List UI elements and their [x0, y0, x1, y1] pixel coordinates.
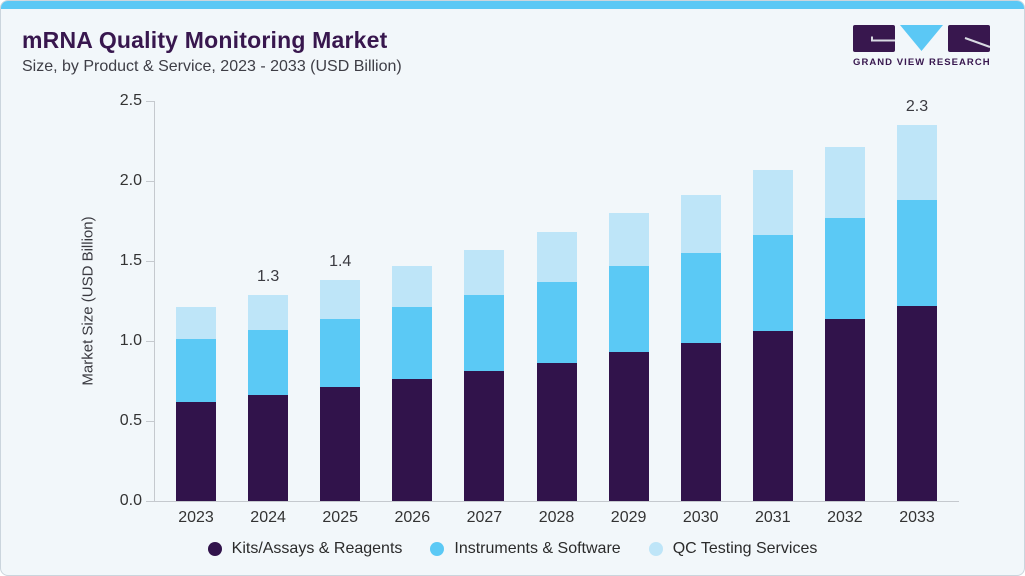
x-tick-label: 2031	[755, 509, 791, 526]
bar-segment-kits-assays-reagents[interactable]	[608, 352, 649, 501]
page-title: mRNA Quality Monitoring Market	[22, 27, 388, 53]
legend-item-qc-testing-services[interactable]: QC Testing Services	[648, 540, 818, 558]
x-tick-label: 2026	[394, 509, 431, 526]
bar-segment-kits-assays-reagents[interactable]	[536, 363, 577, 501]
y-axis-line	[154, 101, 155, 502]
x-tick-label: 2027	[466, 509, 503, 526]
bar-segment-qc-testing-services[interactable]	[392, 265, 433, 308]
bar-segment-instruments-software[interactable]	[680, 253, 721, 343]
bar-2023	[176, 307, 216, 501]
bar-segment-qc-testing-services[interactable]	[752, 169, 793, 236]
legend-swatch-icon	[648, 542, 663, 556]
y-tick-mark	[146, 101, 154, 102]
bar-segment-instruments-software[interactable]	[464, 294, 505, 372]
y-tick-label: 1.0	[119, 332, 142, 349]
bar-segment-kits-assays-reagents[interactable]	[320, 387, 361, 501]
gvr-logo-marks	[853, 25, 990, 52]
bar-2033	[897, 125, 937, 501]
bar-segment-instruments-software[interactable]	[608, 265, 649, 353]
logo-g-mark	[853, 25, 895, 52]
bar-2026	[392, 265, 433, 501]
bar-segment-kits-assays-reagents[interactable]	[176, 401, 216, 501]
legend-item-instruments-software[interactable]: Instruments & Software	[430, 540, 621, 558]
y-tick-mark	[146, 181, 154, 182]
bar-segment-qc-testing-services[interactable]	[536, 232, 577, 282]
bar-2024	[248, 294, 289, 501]
bar-segment-kits-assays-reagents[interactable]	[752, 331, 793, 501]
x-axis-line	[154, 501, 959, 502]
bar-total-label: 1.3	[256, 267, 280, 285]
legend-swatch-icon	[430, 542, 445, 556]
bar-segment-kits-assays-reagents[interactable]	[897, 305, 937, 501]
bar-segment-instruments-software[interactable]	[320, 318, 361, 388]
y-tick-mark	[146, 261, 154, 262]
bar-segment-qc-testing-services[interactable]	[320, 280, 361, 319]
legend-label: Instruments & Software	[454, 540, 621, 557]
bar-segment-instruments-software[interactable]	[824, 217, 865, 319]
bar-segment-qc-testing-services[interactable]	[608, 213, 649, 266]
bar-2029	[608, 213, 649, 501]
bar-2027	[464, 249, 505, 501]
bar-segment-qc-testing-services[interactable]	[464, 249, 505, 295]
page-subtitle: Size, by Product & Service, 2023 - 2033 …	[22, 58, 402, 75]
bar-2030	[680, 195, 721, 501]
x-tick-label: 2029	[610, 509, 647, 526]
y-tick-label: 1.5	[119, 252, 142, 269]
bar-2025	[320, 280, 361, 501]
legend-label: QC Testing Services	[672, 540, 818, 557]
bar-segment-kits-assays-reagents[interactable]	[248, 395, 289, 501]
bar-segment-kits-assays-reagents[interactable]	[824, 318, 865, 501]
gvr-logo: GRAND VIEW RESEARCH	[853, 25, 990, 68]
bar-segment-qc-testing-services[interactable]	[680, 195, 721, 253]
x-tick-label: 2025	[322, 509, 358, 526]
bar-segment-instruments-software[interactable]	[176, 339, 216, 402]
y-tick-label: 0.0	[119, 492, 142, 509]
bar-segment-instruments-software[interactable]	[752, 235, 793, 332]
bar-segment-kits-assays-reagents[interactable]	[464, 371, 505, 501]
bar-segment-qc-testing-services[interactable]	[248, 294, 289, 330]
bar-segment-qc-testing-services[interactable]	[897, 125, 937, 201]
bar-segment-qc-testing-services[interactable]	[176, 307, 216, 340]
bar-segment-qc-testing-services[interactable]	[824, 147, 865, 218]
y-tick-label: 2.5	[119, 92, 142, 109]
legend: Kits/Assays & Reagents Instruments & Soft…	[1, 538, 1024, 560]
bar-segment-instruments-software[interactable]	[392, 307, 433, 380]
bar-2031	[752, 169, 793, 501]
y-tick-label: 0.5	[119, 412, 142, 429]
legend-item-kits-assays-reagents[interactable]: Kits/Assays & Reagents	[207, 540, 403, 558]
x-tick-label: 2033	[899, 509, 935, 526]
logo-v-mark	[900, 25, 943, 51]
logo-wordmark: GRAND VIEW RESEARCH	[853, 57, 991, 68]
legend-swatch-icon	[207, 542, 222, 556]
y-tick-label: 2.0	[119, 172, 142, 189]
bar-segment-instruments-software[interactable]	[536, 281, 577, 364]
y-axis-title: Market Size (USD Billion)	[79, 216, 97, 386]
bar-total-label: 2.3	[905, 98, 929, 115]
bar-2028	[536, 232, 577, 501]
x-tick-label: 2023	[178, 509, 214, 526]
top-accent-bar	[1, 1, 1024, 9]
x-tick-label: 2032	[827, 509, 863, 526]
bar-segment-kits-assays-reagents[interactable]	[680, 342, 721, 501]
bar-segment-kits-assays-reagents[interactable]	[392, 379, 433, 501]
bar-segment-instruments-software[interactable]	[897, 200, 937, 306]
bar-total-label: 1.4	[329, 253, 352, 271]
bar-2032	[824, 147, 865, 501]
y-tick-mark	[146, 421, 154, 422]
x-tick-label: 2024	[250, 509, 286, 526]
x-tick-label: 2030	[682, 509, 719, 526]
y-tick-mark	[146, 501, 154, 502]
y-tick-mark	[146, 341, 154, 342]
legend-label: Kits/Assays & Reagents	[231, 540, 403, 557]
bar-segment-instruments-software[interactable]	[248, 329, 289, 396]
x-tick-label: 2028	[538, 509, 575, 526]
